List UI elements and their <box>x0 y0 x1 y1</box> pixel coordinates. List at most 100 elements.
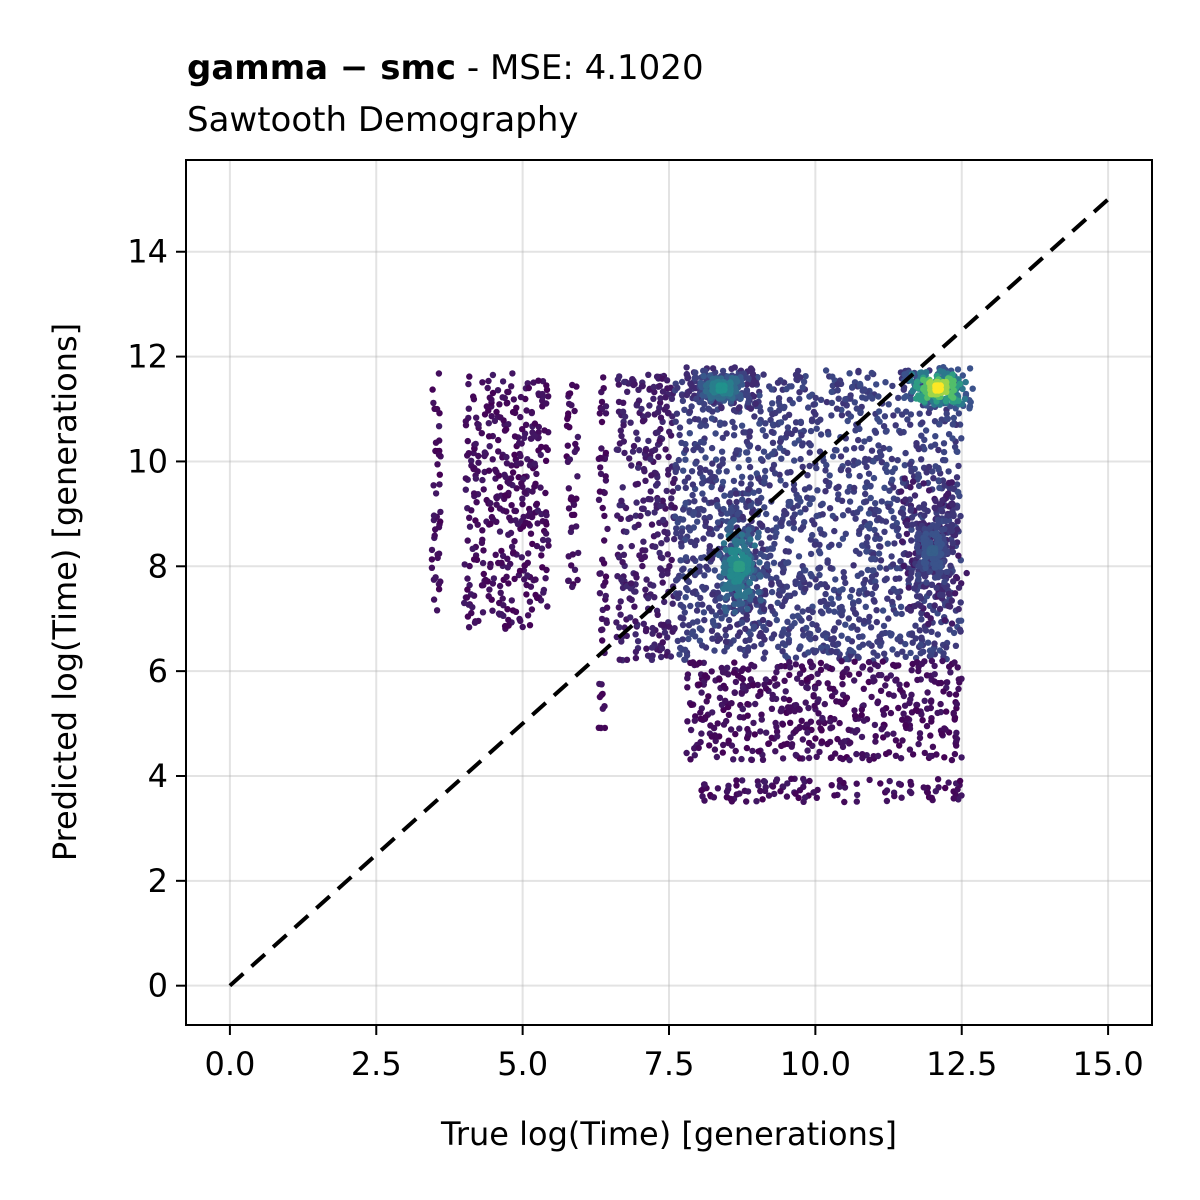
hotspot-point <box>915 530 922 537</box>
data-point <box>478 430 485 437</box>
data-point <box>881 528 888 535</box>
data-point <box>885 401 892 408</box>
data-point <box>929 743 937 750</box>
data-point <box>597 464 604 471</box>
data-point <box>769 783 777 790</box>
data-point <box>615 554 623 561</box>
hotspot-point <box>702 518 710 526</box>
data-point <box>678 528 686 535</box>
data-point <box>663 536 670 543</box>
data-point <box>791 590 798 597</box>
data-point <box>851 399 858 406</box>
data-point <box>602 579 609 586</box>
data-point <box>674 575 681 583</box>
data-point <box>632 618 639 625</box>
data-point <box>799 440 806 447</box>
data-point <box>466 562 473 570</box>
data-point <box>817 581 825 588</box>
data-point <box>831 625 838 632</box>
data-point <box>884 731 891 738</box>
data-point <box>705 405 712 412</box>
data-point <box>895 704 902 712</box>
hotspot-point <box>933 584 940 592</box>
data-point <box>778 742 785 750</box>
data-point <box>912 622 919 629</box>
data-point <box>914 676 921 684</box>
hotspot-point <box>755 529 762 536</box>
data-point <box>842 530 849 537</box>
data-point <box>676 651 683 658</box>
data-point <box>657 502 664 510</box>
data-point <box>574 433 582 441</box>
data-point <box>913 701 920 709</box>
data-point <box>939 477 947 484</box>
data-point <box>902 653 909 660</box>
data-point <box>485 420 492 427</box>
data-point <box>921 436 928 443</box>
data-point <box>538 443 545 451</box>
data-point <box>523 581 530 589</box>
data-point <box>851 658 858 665</box>
data-point <box>813 794 820 801</box>
data-point <box>508 502 515 509</box>
x-tick-label: 0.0 <box>204 1045 255 1083</box>
data-point <box>729 418 736 426</box>
data-point <box>950 414 957 422</box>
data-point <box>896 575 903 582</box>
data-point <box>689 589 697 596</box>
data-point <box>849 622 857 630</box>
data-point <box>744 725 751 733</box>
data-point <box>697 438 705 446</box>
data-point <box>435 370 443 377</box>
data-point <box>934 776 942 783</box>
data-point <box>466 373 473 380</box>
data-point <box>839 700 846 708</box>
data-point <box>803 684 810 691</box>
data-point <box>777 419 785 426</box>
data-point <box>652 543 659 550</box>
data-point <box>829 512 836 520</box>
hotspot-point <box>752 548 759 555</box>
data-point <box>475 459 482 466</box>
data-point <box>817 416 824 423</box>
data-point <box>617 543 624 551</box>
data-points <box>428 367 965 806</box>
hotspot-point <box>721 604 728 611</box>
hotspot-point <box>936 501 943 508</box>
data-point <box>533 594 541 602</box>
data-point <box>799 576 807 583</box>
data-point <box>702 454 709 461</box>
data-point <box>508 597 515 604</box>
data-point <box>693 607 701 614</box>
data-point <box>635 464 642 471</box>
data-point <box>788 383 795 390</box>
data-point <box>942 457 949 464</box>
data-point <box>859 751 866 758</box>
data-point <box>493 501 500 508</box>
data-point <box>700 681 707 688</box>
data-point <box>883 468 891 475</box>
data-point <box>539 564 546 571</box>
data-point <box>646 402 653 409</box>
hotspot-point <box>912 383 920 390</box>
data-point <box>645 437 652 445</box>
data-point <box>677 557 684 564</box>
data-point <box>789 400 796 407</box>
data-point <box>876 635 884 643</box>
data-point <box>879 724 887 731</box>
data-point <box>955 489 962 496</box>
data-point <box>838 412 846 419</box>
hotspot-point <box>744 547 751 555</box>
data-point <box>483 403 490 410</box>
hotspot-point <box>745 526 752 534</box>
data-point <box>935 446 942 454</box>
data-point <box>738 667 745 674</box>
data-point <box>522 421 530 428</box>
data-point <box>650 395 657 402</box>
data-point <box>688 403 695 410</box>
data-point <box>671 535 678 543</box>
data-point <box>775 643 782 650</box>
data-point <box>802 506 809 513</box>
data-point <box>790 519 797 526</box>
